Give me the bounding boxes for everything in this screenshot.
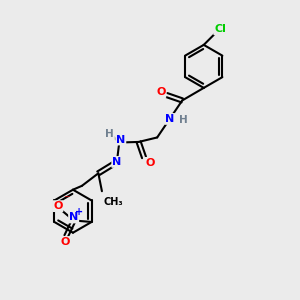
- Text: N: N: [112, 157, 122, 167]
- Text: ⁻: ⁻: [64, 193, 70, 206]
- Text: H: H: [105, 129, 114, 139]
- Text: N: N: [116, 134, 125, 145]
- Text: O: O: [53, 201, 62, 211]
- Text: O: O: [156, 87, 165, 97]
- Text: Cl: Cl: [214, 24, 226, 34]
- Text: N: N: [165, 114, 174, 124]
- Text: N: N: [69, 212, 78, 223]
- Text: O: O: [145, 158, 155, 168]
- Text: +: +: [75, 206, 83, 217]
- Text: CH₃: CH₃: [103, 196, 123, 207]
- Text: H: H: [179, 116, 188, 125]
- Text: O: O: [60, 237, 69, 247]
